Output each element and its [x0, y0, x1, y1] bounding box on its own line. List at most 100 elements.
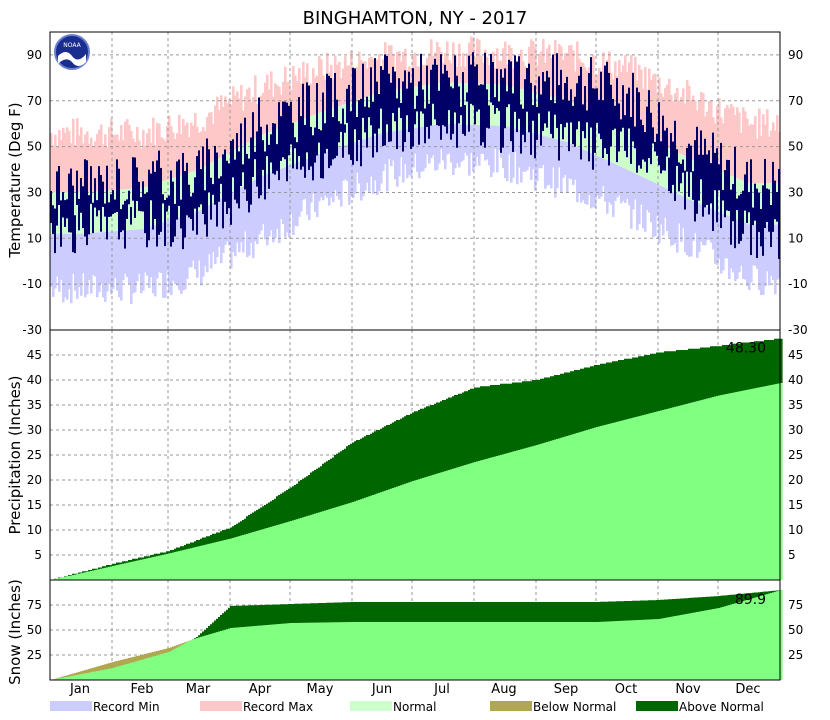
normal-bar	[596, 114, 599, 156]
snow-above-normal-bar	[776, 590, 779, 592]
precipitation-normal-bar	[624, 419, 627, 580]
record-min-bar	[534, 133, 537, 191]
precipitation-above-normal-bar	[186, 543, 189, 550]
precipitation-normal-bar	[436, 473, 439, 580]
snow-above-normal-bar	[208, 626, 211, 635]
snow-normal-bar	[644, 619, 647, 680]
snow-above-normal-bar	[650, 600, 653, 620]
precipitation-normal-bar	[120, 564, 123, 580]
record-max-bar	[250, 101, 253, 141]
snow-normal-bar	[188, 641, 191, 680]
precipitation-above-normal-bar	[756, 341, 759, 388]
precipitation-normal-bar	[136, 560, 139, 580]
snow-normal-bar	[204, 635, 207, 680]
precipitation-above-normal-bar	[426, 406, 429, 477]
record-min-bar	[368, 137, 371, 192]
precipitation-above-normal-bar	[600, 363, 603, 426]
precipitation-normal-bar	[98, 569, 101, 580]
snow-above-normal-bar	[458, 602, 461, 622]
normal-bar	[464, 83, 467, 125]
snow-above-normal-bar	[752, 592, 755, 599]
snow-above-normal-bar	[410, 602, 413, 622]
record-max-bar	[246, 89, 249, 143]
snow-normal-bar	[130, 662, 133, 680]
precipitation-above-normal-bar	[84, 571, 87, 573]
snow-above-normal-bar	[478, 602, 481, 622]
normal-bar	[204, 166, 207, 208]
snow-above-normal-bar	[466, 602, 469, 622]
precipitation-above-normal-bar	[606, 362, 609, 425]
precipitation-normal-bar	[372, 495, 375, 580]
snow-above-normal-bar	[720, 595, 723, 608]
record-min-bar	[766, 224, 769, 272]
snow-normal-bar	[768, 593, 771, 680]
record-min-bar	[590, 153, 593, 209]
precipitation-normal-bar	[448, 469, 451, 580]
precipitation-above-normal-bar	[118, 562, 121, 565]
snow-above-normal-bar	[272, 604, 275, 625]
snow-normal-bar	[540, 622, 543, 680]
precipitation-normal-bar	[108, 566, 111, 580]
precipitation-normal-bar	[486, 458, 489, 580]
record-max-bar	[298, 67, 301, 121]
record-max-bar	[324, 79, 327, 111]
precipitation-normal-bar	[290, 521, 293, 580]
record-min-bar	[464, 124, 467, 153]
record-max-bar	[236, 91, 239, 149]
record-min-bar	[610, 162, 613, 205]
precipitation-normal-bar	[180, 550, 183, 580]
temperature-y-label: Temperature (Deg F)	[6, 102, 24, 258]
snow-below-normal-bar	[130, 657, 133, 663]
snow-normal-bar	[728, 605, 731, 680]
record-min-bar	[720, 212, 723, 274]
precipitation-normal-bar	[488, 458, 491, 580]
precipitation-above-normal-bar	[372, 432, 375, 495]
snow-above-normal-bar	[338, 602, 341, 623]
record-max-bar	[280, 95, 283, 128]
snow-normal-bar	[332, 622, 335, 680]
record-max-bar	[78, 135, 81, 193]
record-min-bar	[296, 162, 299, 227]
snow-normal-bar	[552, 622, 555, 680]
record-min-bar	[354, 142, 357, 194]
precipitation-above-normal-bar	[592, 366, 595, 429]
precipitation-above-normal-bar	[220, 531, 223, 541]
precipitation-normal-bar	[416, 479, 419, 580]
snow-above-normal-bar	[640, 600, 643, 620]
record-min-bar	[102, 232, 105, 298]
snow-above-normal-bar	[674, 599, 677, 617]
precipitation-normal-bar	[472, 462, 475, 580]
record-min-bar	[698, 203, 701, 252]
record-min-bar	[450, 123, 453, 163]
precipitation-above-normal-bar	[96, 568, 99, 570]
precipitation-normal-bar	[392, 488, 395, 580]
precipitation-normal-bar	[714, 396, 717, 580]
snow-normal-bar	[714, 608, 717, 680]
record-min-bar	[620, 166, 623, 204]
record-min-bar	[684, 197, 687, 253]
snow-below-normal-bar	[136, 656, 139, 662]
precipitation-normal-bar	[260, 529, 263, 580]
snow-normal-bar	[154, 656, 157, 680]
record-min-bar	[504, 125, 507, 178]
record-min-bar	[214, 201, 217, 264]
precipitation-above-normal-bar	[608, 362, 611, 424]
precipitation-above-normal-bar	[742, 342, 745, 391]
snow-normal-bar	[286, 623, 289, 680]
precipitation-normal-bar	[696, 401, 699, 580]
precipitation-above-normal-bar	[740, 343, 743, 392]
snow-normal-bar	[658, 619, 661, 680]
precipitation-above-normal-bar	[704, 347, 707, 400]
snow-normal-bar	[570, 622, 573, 680]
record-max-bar	[254, 75, 257, 139]
snow-above-normal-bar	[516, 602, 519, 622]
snow-normal-bar	[526, 622, 529, 680]
record-min-bar	[460, 124, 463, 162]
normal-bar	[554, 97, 557, 139]
precipitation-above-normal-bar	[638, 356, 641, 417]
record-max-bar	[142, 130, 145, 188]
precipitation-above-normal-bar	[540, 378, 543, 444]
record-max-bar	[414, 52, 417, 87]
record-min-bar	[542, 135, 545, 165]
